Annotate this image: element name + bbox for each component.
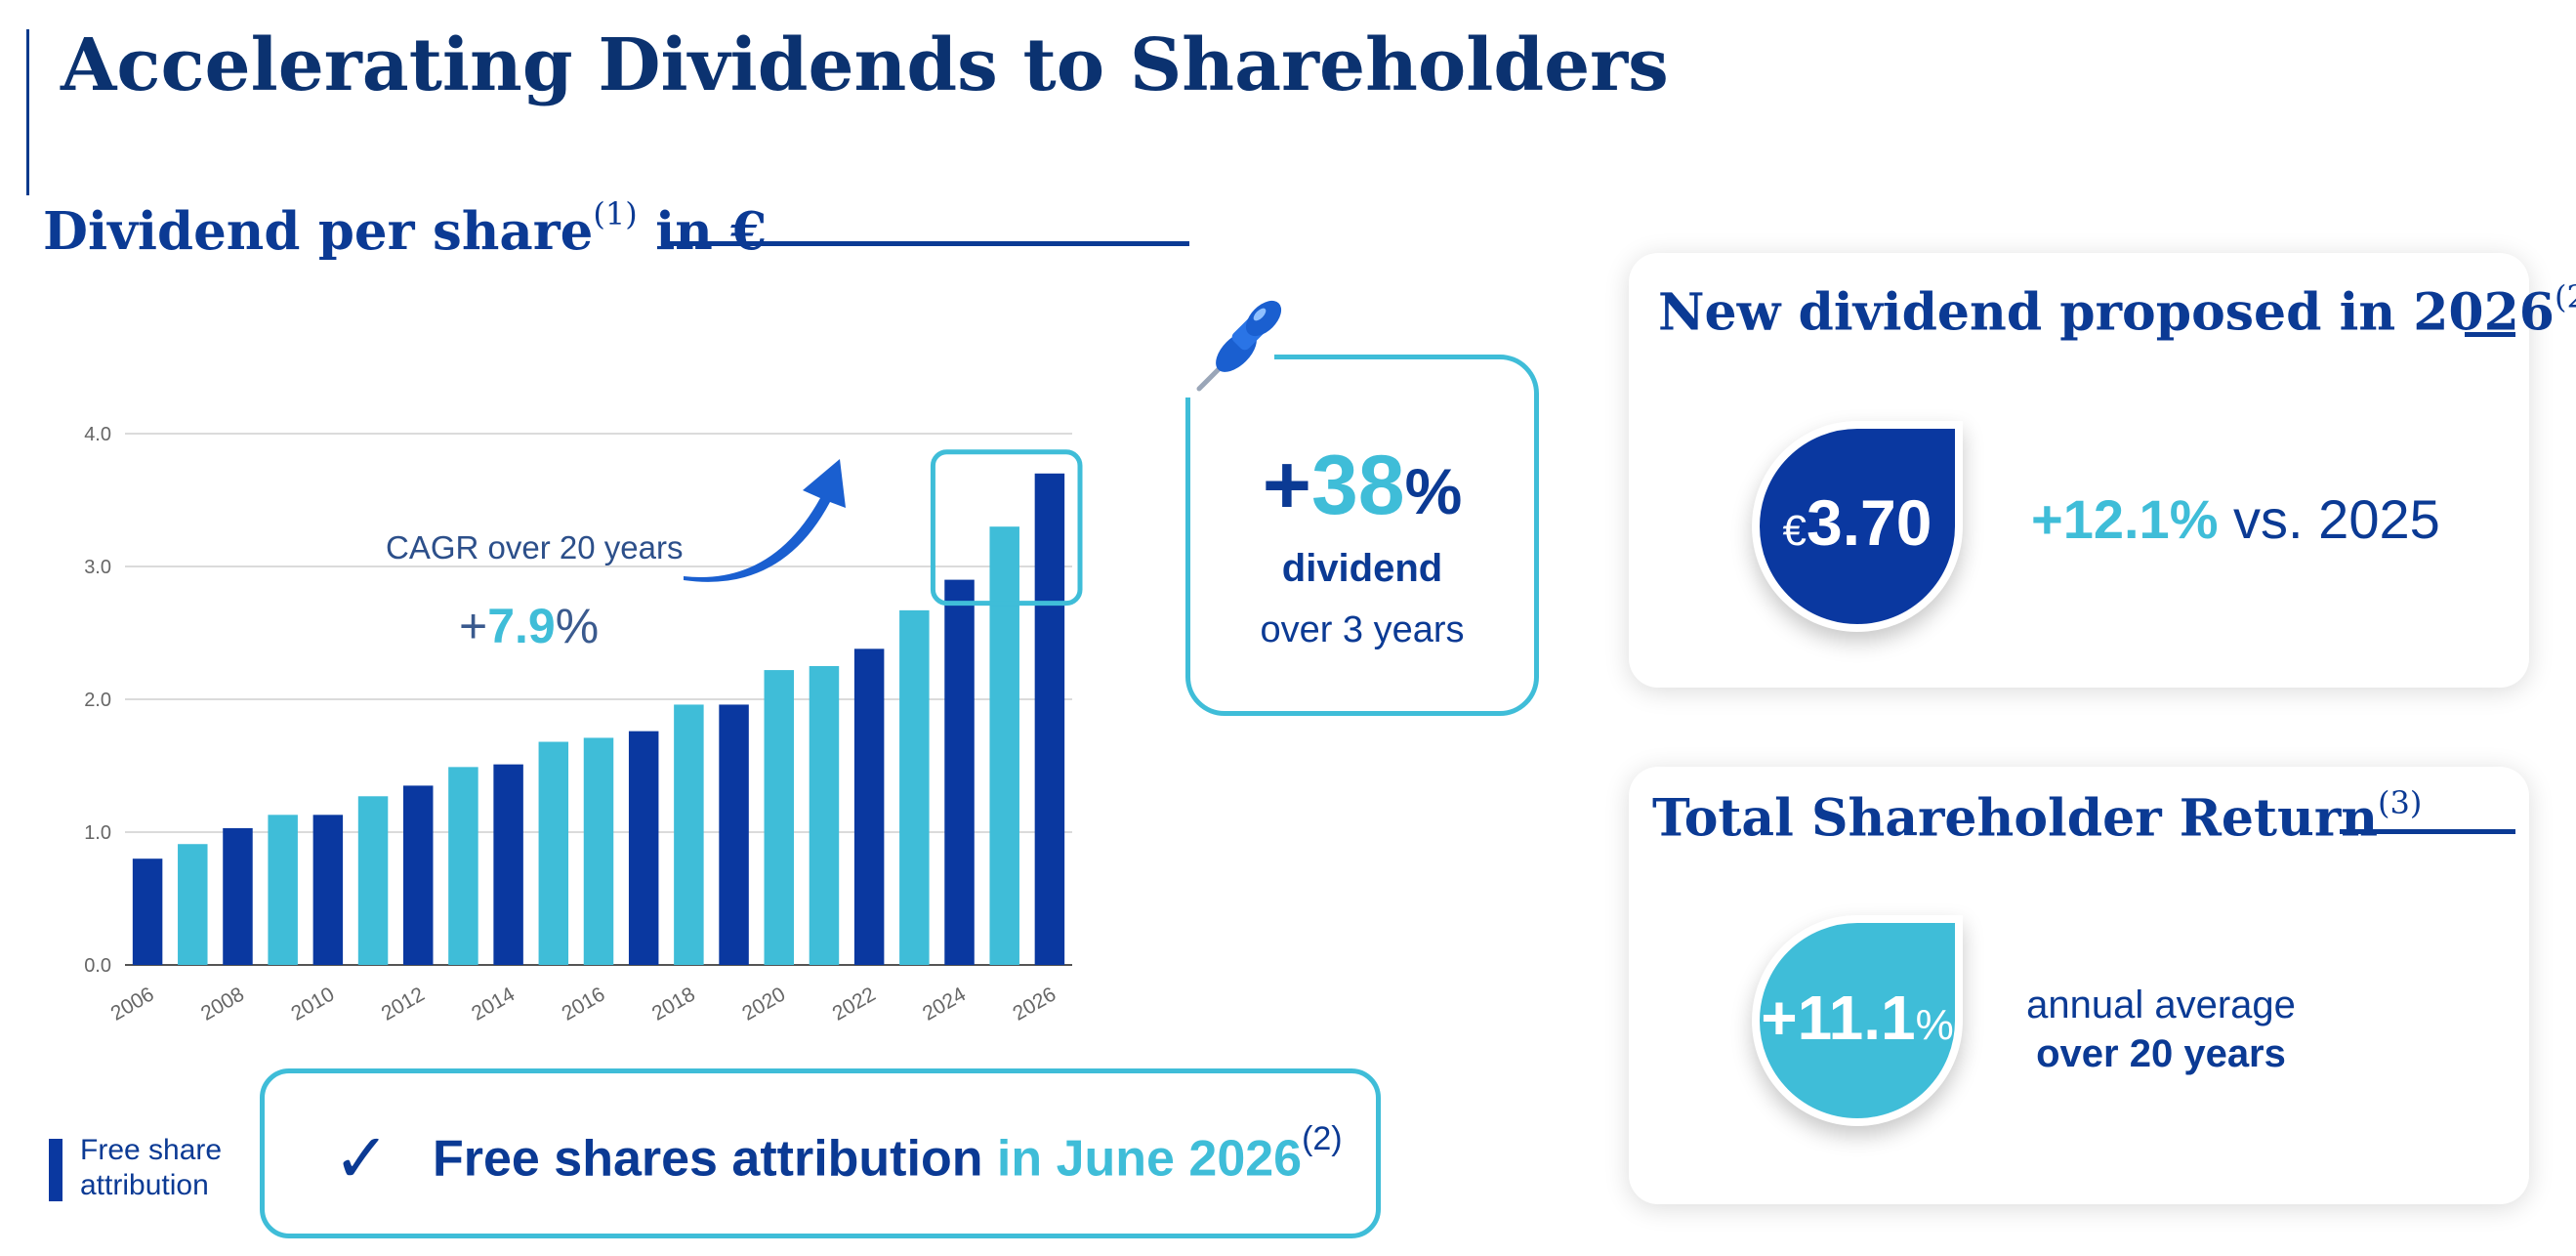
highlight-box (930, 449, 1083, 607)
change-suffix: vs. 2025 (2218, 488, 2440, 550)
x-tick-label-2012: 2012 (378, 983, 429, 1025)
bar-2024 (944, 579, 975, 965)
bar-2026 (1034, 473, 1065, 965)
bar-2014 (493, 764, 523, 965)
x-tick-label-2006: 2006 (107, 983, 158, 1025)
tsr-rule (2340, 829, 2515, 834)
growth-sign: + (1262, 439, 1311, 532)
x-tick-label-2010: 2010 (287, 983, 338, 1025)
bar-2017 (628, 731, 659, 965)
bar-2020 (764, 670, 795, 965)
bar-2006 (132, 858, 163, 965)
chart-title-text: Dividend per share (43, 201, 594, 262)
bar-2011 (357, 796, 389, 965)
dividend-growth-card: +38% dividend over 3 years (1185, 355, 1539, 716)
x-tick-label-2018: 2018 (648, 983, 699, 1025)
cagr-unit: % (555, 599, 600, 653)
tsr-sign: + (1761, 983, 1798, 1053)
tsr-value: +11.1% (1760, 982, 1955, 1054)
title-accent-bar (26, 29, 29, 195)
new-dividend-badge: €3.70 (1752, 421, 1963, 632)
bar-2012 (402, 785, 434, 965)
x-tick-label-2016: 2016 (559, 983, 609, 1025)
new-dividend-title: New dividend proposed in 2026(2) (1658, 278, 2576, 343)
x-tick-label-2014: 2014 (468, 983, 519, 1025)
page-title: Accelerating Dividends to Shareholders (61, 23, 1669, 107)
growth-line1: dividend (1281, 547, 1443, 590)
bar-2018 (674, 704, 704, 965)
bar-2021 (809, 666, 840, 965)
bar-2025 (989, 526, 1019, 965)
tsr-title-text: Total Shareholder Return (1652, 788, 2379, 849)
chart-title: Dividend per share(1) in € (43, 195, 768, 262)
new-dividend-change: +12.1% vs. 2025 (2031, 487, 2440, 551)
y-tick-label: 1.0 (84, 822, 111, 844)
x-tick-label-2020: 2020 (738, 983, 789, 1025)
y-tick-label: 0.0 (84, 955, 111, 977)
cagr-label: CAGR over 20 years (386, 529, 684, 565)
new-dividend-title-text: New dividend proposed in 2026 (1658, 282, 2555, 343)
bar-2015 (538, 741, 569, 965)
free-shares-note: (2) (1302, 1120, 1343, 1157)
free-shares-date: in June 2026 (996, 1130, 1303, 1188)
checkmark-icon: ✓ (333, 1120, 391, 1196)
new-dividend-panel: New dividend proposed in 2026(2) €3.70 +… (1629, 253, 2576, 688)
y-tick-label: 3.0 (84, 557, 111, 578)
free-shares-text: Free shares attribution in June 2026(2) (433, 1120, 1343, 1188)
change-value: +12.1% (2031, 488, 2219, 550)
new-dividend-note: (2) (2554, 278, 2576, 315)
pushpin-icon (1196, 300, 1282, 392)
x-tick-label-2024: 2024 (919, 983, 970, 1025)
legend-swatch (49, 1139, 62, 1201)
growth-number: 38 (1310, 439, 1405, 532)
tsr-line1: annual average (2026, 984, 2296, 1026)
chart-title-unit: in € (637, 201, 768, 262)
tsr-badge: +11.1% (1752, 915, 1963, 1126)
x-tick-label-2008: 2008 (197, 983, 248, 1025)
bar-2007 (178, 844, 208, 965)
dividend-bar-chart: 0.0 1.0 2.0 3.0 4.0 2006 2008 2010 2012 2014 2016 2… (84, 424, 1083, 1026)
new-dividend-amount: €3.70 (1760, 485, 1955, 560)
bar-2009 (268, 815, 298, 965)
cagr-value: +7.9% (459, 598, 599, 654)
new-dividend-rule (2465, 332, 2515, 337)
bar-2022 (853, 649, 885, 965)
chart-title-rule (662, 241, 1189, 246)
cagr-sign: + (459, 599, 488, 653)
tsr-unit: % (1915, 1001, 1954, 1049)
cagr-number: 7.9 (487, 599, 556, 653)
bar-2019 (719, 704, 749, 965)
x-tick-label-2026: 2026 (1009, 983, 1059, 1025)
bar-2010 (312, 815, 344, 965)
x-tick-label-2022: 2022 (829, 983, 880, 1025)
tsr-line2: over 20 years (2036, 1032, 2286, 1075)
chart-bars (132, 473, 1065, 965)
amount-value: 3.70 (1807, 486, 1932, 559)
tsr-number: 11.1 (1797, 983, 1916, 1053)
y-tick-label: 4.0 (84, 424, 111, 445)
bar-2013 (448, 767, 478, 965)
bar-2008 (223, 827, 253, 965)
y-tick-label: 2.0 (84, 690, 111, 711)
dividend-growth-value: +38% (1190, 438, 1534, 534)
currency-symbol: € (1782, 507, 1807, 555)
chart-annotations (684, 449, 1083, 607)
tsr-title: Total Shareholder Return(3) (1652, 784, 2422, 849)
bar-2016 (583, 737, 614, 965)
bar-2023 (899, 609, 930, 965)
growth-arrow-icon (684, 459, 846, 582)
legend-label: Free share attribution (80, 1134, 223, 1201)
tsr-note: (3) (2378, 784, 2423, 821)
chart-title-note: (1) (593, 195, 638, 233)
free-shares-box: ✓ Free shares attribution in June 2026(2… (260, 1068, 1381, 1238)
free-shares-main: Free shares attribution (433, 1130, 997, 1188)
growth-unit: % (1404, 455, 1463, 527)
growth-line2: over 3 years (1260, 609, 1465, 650)
tsr-panel: Total Shareholder Return(3) +11.1% annua… (1629, 767, 2529, 1204)
